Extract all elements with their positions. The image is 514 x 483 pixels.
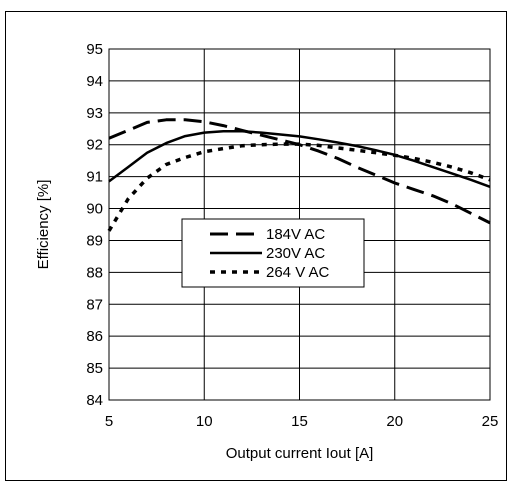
y-tick-label: 91 <box>86 169 103 186</box>
plot-area-border <box>108 48 491 401</box>
y-tick-label: 86 <box>86 328 103 345</box>
x-tick-label: 20 <box>386 413 403 430</box>
x-tick-label: 15 <box>291 413 308 430</box>
y-tick-label: 93 <box>86 105 103 122</box>
series-line-2 <box>107 142 491 232</box>
y-tick-label: 89 <box>86 232 103 249</box>
y-tick-label: 85 <box>86 360 103 377</box>
legend-label-264v: 264 V AC <box>266 264 330 281</box>
series-line-1 <box>108 130 491 188</box>
y-tick-label: 90 <box>86 201 103 218</box>
legend: 184V AC 230V AC 264 V AC <box>181 218 365 288</box>
x-tick-label: 25 <box>482 413 499 430</box>
x-tick-label: 5 <box>105 413 113 430</box>
x-axis-label: Output current Iout [A] <box>226 445 374 462</box>
legend-label-184v: 184V AC <box>266 226 325 243</box>
y-tick-label: 88 <box>86 264 103 281</box>
y-tick-label: 92 <box>86 137 103 154</box>
y-tick-label: 95 <box>86 41 103 58</box>
series-lines <box>107 118 491 232</box>
y-tick-label: 84 <box>86 392 103 409</box>
y-tick-label: 94 <box>86 73 103 90</box>
x-tick-label: 10 <box>196 413 213 430</box>
y-tick-label: 87 <box>86 296 103 313</box>
x-tick-labels: 5 10 15 20 25 <box>105 413 499 430</box>
legend-label-230v: 230V AC <box>266 245 325 262</box>
y-axis-label: Efficiency [%] <box>35 180 52 270</box>
y-tick-labels: 84 85 86 87 88 89 90 91 92 93 94 95 <box>86 41 103 409</box>
